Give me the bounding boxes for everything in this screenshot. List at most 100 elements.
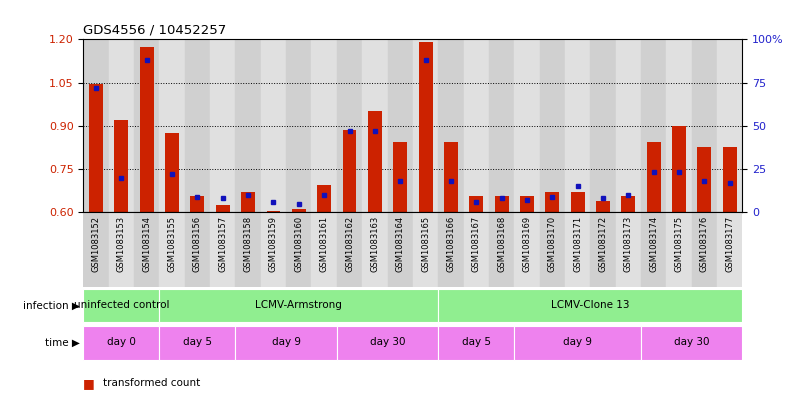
Bar (134, 212, 160, 287)
Text: GSM1083169: GSM1083169 (522, 216, 531, 272)
Bar (160, 326, 236, 360)
Text: day 9: day 9 (272, 337, 301, 347)
Bar (337, 326, 438, 360)
Bar (418, 42, 433, 212)
Text: GSM1083162: GSM1083162 (345, 216, 354, 272)
Bar (311, 39, 337, 212)
Bar (646, 141, 661, 212)
Bar (666, 39, 692, 212)
Bar (236, 326, 337, 360)
Bar (540, 39, 565, 212)
Bar (89, 84, 103, 212)
Bar (438, 326, 515, 360)
Text: GSM1083166: GSM1083166 (446, 216, 456, 272)
Bar (622, 196, 635, 212)
Text: GSM1083170: GSM1083170 (548, 216, 557, 272)
Bar (134, 39, 160, 212)
Bar (311, 212, 337, 287)
Text: GSM1083160: GSM1083160 (295, 216, 303, 272)
Bar (565, 39, 590, 212)
Bar (540, 212, 565, 287)
Bar (692, 212, 717, 287)
Bar (83, 39, 109, 212)
Bar (495, 196, 509, 212)
Text: GSM1083152: GSM1083152 (91, 216, 101, 272)
Bar (515, 39, 540, 212)
Bar (140, 46, 154, 212)
Bar (292, 209, 306, 212)
Text: day 9: day 9 (563, 337, 592, 347)
Bar (387, 39, 413, 212)
Bar (109, 39, 134, 212)
Bar (83, 326, 160, 360)
Text: LCMV-Armstrong: LCMV-Armstrong (256, 300, 342, 310)
Bar (260, 39, 286, 212)
Bar (236, 39, 260, 212)
Bar (413, 212, 438, 287)
Text: GSM1083173: GSM1083173 (624, 216, 633, 272)
Text: GDS4556 / 10452257: GDS4556 / 10452257 (83, 24, 226, 37)
Bar (520, 196, 534, 212)
Bar (362, 212, 387, 287)
Text: GSM1083176: GSM1083176 (700, 216, 709, 272)
Bar (697, 147, 711, 212)
Bar (165, 133, 179, 212)
Bar (286, 39, 311, 212)
Bar (641, 326, 742, 360)
Bar (109, 212, 134, 287)
Text: GSM1083154: GSM1083154 (142, 216, 151, 272)
Bar (393, 141, 407, 212)
Bar (596, 201, 610, 212)
Bar (717, 39, 742, 212)
Text: GSM1083158: GSM1083158 (244, 216, 252, 272)
Bar (692, 39, 717, 212)
Bar (337, 212, 362, 287)
Bar (489, 39, 515, 212)
Bar (672, 126, 686, 212)
Text: GSM1083171: GSM1083171 (573, 216, 582, 272)
Bar (438, 289, 742, 322)
Bar (160, 289, 438, 322)
Bar (83, 212, 109, 287)
Text: GSM1083165: GSM1083165 (421, 216, 430, 272)
Bar (260, 212, 286, 287)
Text: day 5: day 5 (462, 337, 491, 347)
Bar (571, 192, 584, 212)
Bar (469, 196, 484, 212)
Bar (114, 120, 129, 212)
Text: time ▶: time ▶ (44, 338, 79, 348)
Text: GSM1083172: GSM1083172 (599, 216, 607, 272)
Bar (438, 212, 464, 287)
Text: GSM1083167: GSM1083167 (472, 216, 480, 272)
Text: GSM1083157: GSM1083157 (218, 216, 227, 272)
Bar (342, 130, 357, 212)
Bar (515, 212, 540, 287)
Text: day 30: day 30 (370, 337, 405, 347)
Bar (723, 147, 737, 212)
Text: day 30: day 30 (674, 337, 710, 347)
Bar (641, 39, 666, 212)
Bar (362, 39, 387, 212)
Bar (368, 111, 382, 212)
Bar (241, 192, 255, 212)
Bar (515, 326, 641, 360)
Bar (545, 192, 559, 212)
Bar (210, 212, 236, 287)
Text: LCMV-Clone 13: LCMV-Clone 13 (551, 300, 630, 310)
Bar (317, 185, 331, 212)
Bar (489, 212, 515, 287)
Text: GSM1083155: GSM1083155 (168, 216, 176, 272)
Text: ■: ■ (83, 376, 95, 390)
Bar (83, 289, 160, 322)
Bar (565, 212, 590, 287)
Bar (387, 212, 413, 287)
Text: GSM1083163: GSM1083163 (370, 216, 380, 272)
Bar (267, 211, 280, 212)
Bar (185, 212, 210, 287)
Bar (717, 212, 742, 287)
Bar (444, 141, 458, 212)
Bar (286, 212, 311, 287)
Bar (590, 39, 615, 212)
Text: transformed count: transformed count (103, 378, 200, 388)
Bar (216, 205, 229, 212)
